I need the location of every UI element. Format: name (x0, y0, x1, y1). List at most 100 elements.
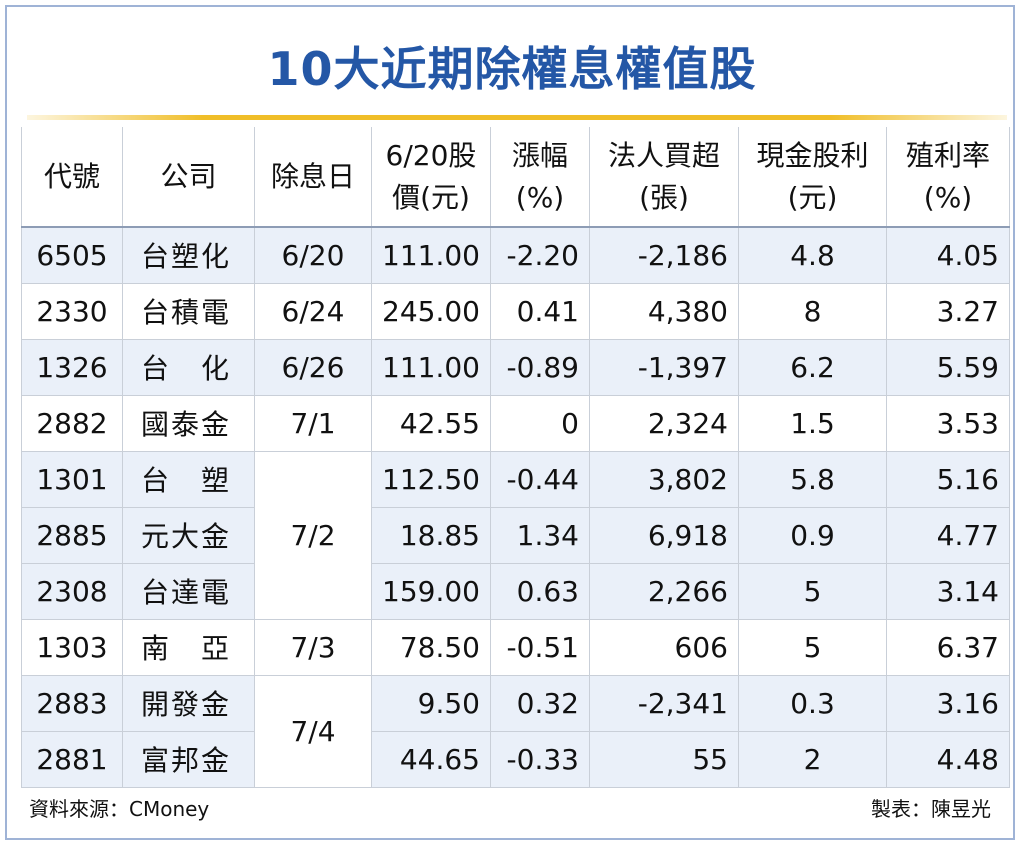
dividend-table: 代號 公司 除息日 6/20股 價(元) 漲幅 (%) 法人買超 (張) 現金股利 (元… (21, 127, 1010, 788)
cell-net-buy: 55 (589, 730, 739, 788)
cell-change: 1.34 (490, 506, 590, 564)
cell-exdate: 7/3 (254, 618, 372, 676)
cell-price: 18.85 (371, 506, 491, 564)
header-code: 代號 (21, 127, 123, 228)
cell-dividend: 0.3 (738, 674, 887, 732)
cell-exdate: 7/4 (254, 674, 372, 788)
cell-yield: 4.48 (886, 730, 1010, 788)
table-row: 2885 元大金 18.85 1.34 6,918 0.9 4.77 (21, 506, 1010, 564)
cell-dividend: 0.9 (738, 506, 887, 564)
cell-yield: 3.53 (886, 394, 1010, 452)
table-row: 2883 開發金 7/4 9.50 0.32 -2,341 0.3 3.16 (21, 674, 1010, 788)
cell-code: 2882 (21, 394, 123, 452)
header-net-buy: 法人買超 (張) (589, 127, 739, 228)
cell-change: -0.44 (490, 450, 590, 508)
cell-code: 1303 (21, 618, 123, 676)
cell-change: 0.63 (490, 562, 590, 620)
cell-price: 9.50 (371, 674, 491, 732)
cell-net-buy: 3,802 (589, 450, 739, 508)
cell-net-buy: 6,918 (589, 506, 739, 564)
table-row: 2330 台積電 6/24 245.00 0.41 4,380 8 3.27 (21, 282, 1010, 340)
cell-price: 111.00 (371, 226, 491, 284)
cell-code: 1326 (21, 338, 123, 396)
header-dividend: 現金股利 (元) (738, 127, 887, 228)
cell-company: 南 亞 (122, 618, 255, 676)
header-yield: 殖利率 (%) (886, 127, 1010, 228)
cell-change: -0.89 (490, 338, 590, 396)
cell-price: 44.65 (371, 730, 491, 788)
header-change: 漲幅 (%) (490, 127, 590, 228)
cell-yield: 5.16 (886, 450, 1010, 508)
cell-change: -0.51 (490, 618, 590, 676)
cell-price: 245.00 (371, 282, 491, 340)
cell-change: -0.33 (490, 730, 590, 788)
cell-company: 國泰金 (122, 394, 255, 452)
table-row: 2881 富邦金 44.65 -0.33 55 2 4.48 (21, 730, 1010, 788)
page-title: 10大近期除權息權值股 (267, 42, 757, 96)
cell-yield: 3.16 (886, 674, 1010, 732)
cell-change: -2.20 (490, 226, 590, 284)
table-row: 6505 台塑化 6/20 111.00 -2.20 -2,186 4.8 4.… (21, 226, 1010, 284)
cell-price: 159.00 (371, 562, 491, 620)
cell-yield: 3.14 (886, 562, 1010, 620)
title-underline (27, 115, 1007, 120)
cell-code: 2330 (21, 282, 123, 340)
cell-company: 台達電 (122, 562, 255, 620)
header-company: 公司 (122, 127, 255, 228)
cell-company: 富邦金 (122, 730, 255, 788)
cell-yield: 4.05 (886, 226, 1010, 284)
cell-price: 111.00 (371, 338, 491, 396)
cell-dividend: 5 (738, 562, 887, 620)
cell-dividend: 5 (738, 618, 887, 676)
cell-company: 開發金 (122, 674, 255, 732)
cell-exdate: 6/24 (254, 282, 372, 340)
cell-change: 0.41 (490, 282, 590, 340)
header-exdate: 除息日 (254, 127, 372, 228)
table-row: 1301 台 塑 7/2 112.50 -0.44 3,802 5.8 5.16 (21, 450, 1010, 620)
cell-company: 台積電 (122, 282, 255, 340)
cell-exdate: 7/1 (254, 394, 372, 452)
cell-code: 6505 (21, 226, 123, 284)
cell-code: 2883 (21, 674, 123, 732)
cell-exdate: 6/26 (254, 338, 372, 396)
header-row: 代號 公司 除息日 6/20股 價(元) 漲幅 (%) 法人買超 (張) 現金股利 (元… (21, 127, 1010, 228)
cell-company: 台 塑 (122, 450, 255, 508)
source-note: 資料來源：CMoney (29, 797, 210, 821)
cell-price: 112.50 (371, 450, 491, 508)
cell-company: 元大金 (122, 506, 255, 564)
cell-dividend: 5.8 (738, 450, 887, 508)
cell-exdate: 7/2 (254, 450, 372, 620)
table-row: 1303 南 亞 7/3 78.50 -0.51 606 5 6.37 (21, 618, 1010, 676)
table-row: 2308 台達電 159.00 0.63 2,266 5 3.14 (21, 562, 1010, 620)
cell-yield: 6.37 (886, 618, 1010, 676)
header-price: 6/20股 價(元) (371, 127, 491, 228)
cell-price: 42.55 (371, 394, 491, 452)
cell-code: 2885 (21, 506, 123, 564)
cell-company: 台 化 (122, 338, 255, 396)
cell-net-buy: 2,324 (589, 394, 739, 452)
cell-net-buy: -1,397 (589, 338, 739, 396)
cell-net-buy: 4,380 (589, 282, 739, 340)
cell-dividend: 8 (738, 282, 887, 340)
table-card: 10大近期除權息權值股 代號 公司 除息日 6/20股 價(元) 漲幅 (%) 法人… (5, 5, 1015, 840)
table-row: 2882 國泰金 7/1 42.55 0 2,324 1.5 3.53 (21, 394, 1010, 452)
cell-net-buy: 606 (589, 618, 739, 676)
cell-code: 1301 (21, 450, 123, 508)
cell-yield: 4.77 (886, 506, 1010, 564)
cell-dividend: 1.5 (738, 394, 887, 452)
cell-code: 2881 (21, 730, 123, 788)
cell-net-buy: -2,186 (589, 226, 739, 284)
credit-note: 製表：陳昱光 (871, 797, 991, 821)
cell-change: 0 (490, 394, 590, 452)
table-row: 1326 台 化 6/26 111.00 -0.89 -1,397 6.2 5.… (21, 338, 1010, 396)
cell-net-buy: 2,266 (589, 562, 739, 620)
cell-dividend: 4.8 (738, 226, 887, 284)
cell-exdate: 6/20 (254, 226, 372, 284)
cell-change: 0.32 (490, 674, 590, 732)
cell-yield: 5.59 (886, 338, 1010, 396)
cell-price: 78.50 (371, 618, 491, 676)
cell-dividend: 2 (738, 730, 887, 788)
cell-company: 台塑化 (122, 226, 255, 284)
cell-code: 2308 (21, 562, 123, 620)
cell-yield: 3.27 (886, 282, 1010, 340)
